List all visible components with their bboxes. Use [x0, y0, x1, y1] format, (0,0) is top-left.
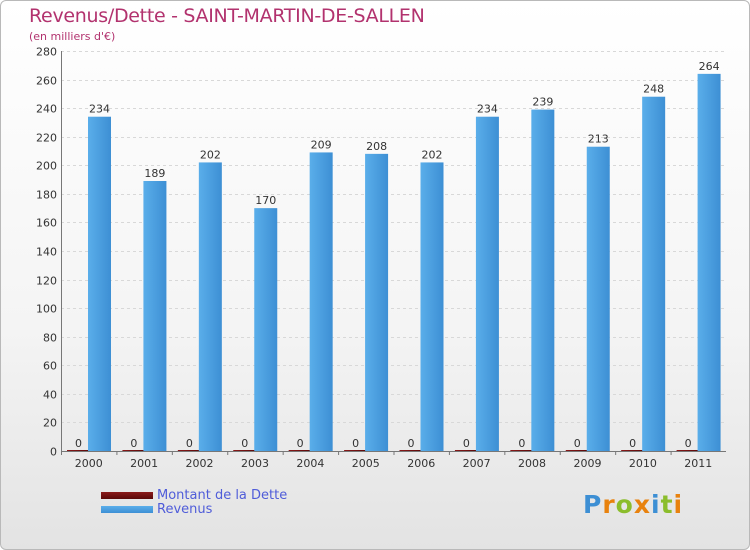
bar-revenus — [642, 96, 666, 451]
y-tick-label: 260 — [36, 75, 57, 88]
y-tick-label: 200 — [36, 160, 57, 173]
data-label-dette: 0 — [408, 437, 415, 450]
legend-item-dette: Montant de la Dette — [101, 487, 288, 503]
bar-dette — [676, 450, 700, 451]
y-tick-label: 60 — [43, 360, 57, 373]
x-tick-label: 2002 — [186, 457, 214, 470]
data-label-dette: 0 — [685, 437, 692, 450]
bar-revenus — [586, 146, 610, 451]
data-label-dette: 0 — [297, 437, 304, 450]
x-tick-label: 2004 — [296, 457, 324, 470]
data-label-dette: 0 — [629, 437, 636, 450]
bar-revenus — [475, 116, 499, 451]
logo-letter: o — [615, 490, 634, 519]
x-tick-label: 2008 — [518, 457, 546, 470]
logo-letter: i — [651, 490, 661, 519]
bar-revenus — [531, 109, 555, 452]
data-label-revenus: 202 — [422, 148, 443, 161]
y-tick-label: 160 — [36, 217, 57, 230]
bar-dette — [67, 450, 90, 451]
data-label-dette: 0 — [75, 437, 82, 450]
bar-dette — [565, 450, 589, 451]
data-label-revenus: 170 — [255, 194, 276, 207]
chart-subtitle: (en milliers d'€) — [29, 30, 116, 43]
y-tick-label: 100 — [36, 303, 57, 316]
legend-item-revenus: Revenus — [101, 501, 213, 517]
bar-dette — [288, 450, 312, 451]
bar-dette — [344, 450, 368, 451]
data-label-revenus: 239 — [532, 96, 553, 109]
x-tick-label: 2000 — [75, 457, 103, 470]
logo-letter: i — [673, 490, 684, 519]
bar-revenus — [143, 181, 167, 451]
proxiti-logo: Proxiti — [583, 490, 683, 519]
bar-dette — [177, 450, 201, 451]
x-tick-label: 2010 — [629, 457, 657, 470]
logo-letter: r — [602, 490, 616, 519]
data-label-revenus: 248 — [643, 83, 664, 96]
y-tick-label: 140 — [36, 246, 57, 259]
bar-dette — [621, 450, 645, 451]
data-label-revenus: 234 — [477, 103, 498, 116]
data-label-dette: 0 — [241, 437, 248, 450]
y-tick-label: 0 — [50, 446, 57, 459]
bar-dette — [122, 450, 146, 451]
x-tick-label: 2005 — [352, 457, 380, 470]
data-label-revenus: 264 — [699, 60, 720, 73]
data-label-revenus: 189 — [144, 167, 165, 180]
y-tick-label: 180 — [36, 189, 57, 202]
bar-revenus — [697, 73, 721, 451]
logo-letter: t — [660, 490, 674, 519]
data-label-revenus: 213 — [588, 133, 609, 146]
data-label-dette: 0 — [463, 437, 470, 450]
y-tick-label: 40 — [43, 389, 57, 402]
data-label-revenus: 208 — [366, 140, 387, 153]
y-tick-label: 240 — [36, 103, 57, 116]
x-tick-label: 2003 — [241, 457, 269, 470]
logo-letter: P — [583, 490, 603, 519]
y-tick-label: 280 — [36, 46, 57, 59]
y-tick-label: 80 — [43, 332, 57, 345]
data-label-dette: 0 — [352, 437, 359, 450]
bar-revenus — [198, 162, 222, 451]
bar-revenus — [365, 153, 389, 451]
x-tick-label: 2001 — [130, 457, 158, 470]
x-tick-label: 2009 — [573, 457, 601, 470]
legend-swatch-dette — [101, 491, 153, 499]
bar-revenus — [88, 116, 111, 451]
y-tick-label: 20 — [43, 417, 57, 430]
y-tick-label: 220 — [36, 132, 57, 145]
bar-dette — [454, 450, 478, 451]
bar-revenus — [309, 152, 333, 451]
legend-label-dette: Montant de la Dette — [157, 487, 288, 503]
y-tick-label: 120 — [36, 275, 57, 288]
data-label-revenus: 202 — [200, 148, 221, 161]
bar-dette — [399, 450, 423, 451]
legend-swatch-revenus — [101, 505, 153, 513]
bar-revenus — [254, 208, 278, 451]
data-label-revenus: 234 — [89, 103, 110, 116]
data-label-dette: 0 — [186, 437, 193, 450]
x-tick-label: 2006 — [407, 457, 435, 470]
logo-letter: x — [633, 490, 651, 519]
data-label-dette: 0 — [574, 437, 581, 450]
x-tick-label: 2007 — [463, 457, 491, 470]
x-tick-label: 2011 — [684, 457, 712, 470]
data-label-revenus: 209 — [311, 138, 332, 151]
bar-dette — [510, 450, 534, 451]
data-label-dette: 0 — [518, 437, 525, 450]
data-label-dette: 0 — [130, 437, 137, 450]
bar-revenus — [420, 162, 444, 451]
chart-title: Revenus/Dette - SAINT-MARTIN-DE-SALLEN — [29, 5, 425, 27]
bar-dette — [233, 450, 257, 451]
legend-label-revenus: Revenus — [157, 501, 213, 517]
